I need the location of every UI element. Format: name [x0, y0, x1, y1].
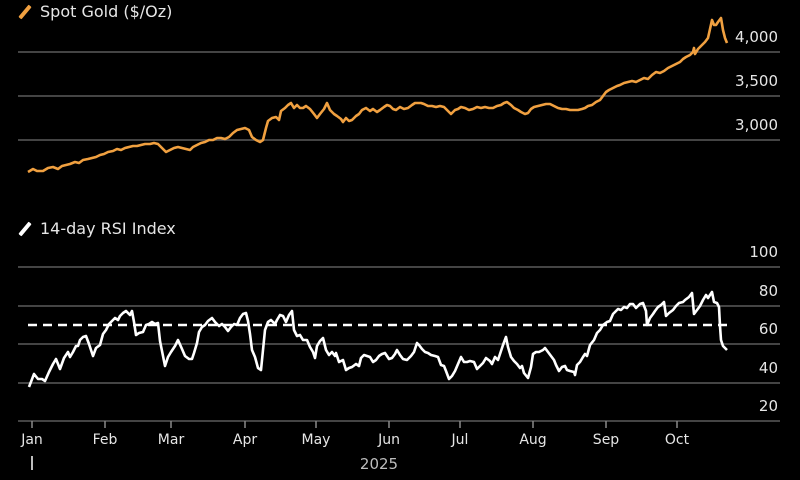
gold-price-line — [27, 16, 729, 174]
xtick-mar: Mar — [157, 432, 185, 448]
xtick-jun: Jun — [378, 432, 400, 448]
xtick-aug: Aug — [519, 432, 547, 448]
xtick-may: May — [301, 432, 331, 448]
year-marker — [31, 456, 33, 470]
rsi-gridlines — [18, 266, 780, 422]
year-label: 2025 — [359, 455, 399, 473]
xtick-feb: Feb — [92, 432, 118, 448]
gold-ytick-4000: 4,000 — [735, 28, 778, 46]
rsi-ytick-20: 20 — [758, 397, 778, 415]
rsi-ytick-100: 100 — [749, 243, 778, 261]
x-axis-ticks — [31, 421, 678, 428]
gold-ytick-3000: 3,000 — [735, 116, 778, 134]
rsi-ytick-40: 40 — [758, 359, 778, 377]
xtick-jan: Jan — [21, 432, 43, 448]
rsi-ytick-60: 60 — [758, 320, 778, 338]
xtick-sep: Sep — [592, 432, 620, 448]
gold-legend: Spot Gold ($/Oz) — [18, 2, 172, 21]
gold-ytick-3500: 3,500 — [735, 72, 778, 90]
xtick-apr: Apr — [232, 432, 258, 448]
rsi-legend: 14-day RSI Index — [18, 219, 176, 238]
rsi-ytick-80: 80 — [758, 282, 778, 300]
xtick-jul: Jul — [451, 432, 469, 448]
gold-legend-label: Spot Gold ($/Oz) — [40, 2, 173, 21]
rsi-legend-label: 14-day RSI Index — [40, 219, 176, 238]
rsi-line — [27, 290, 728, 388]
xtick-oct: Oct — [664, 432, 690, 448]
gold-gridlines — [18, 51, 780, 141]
